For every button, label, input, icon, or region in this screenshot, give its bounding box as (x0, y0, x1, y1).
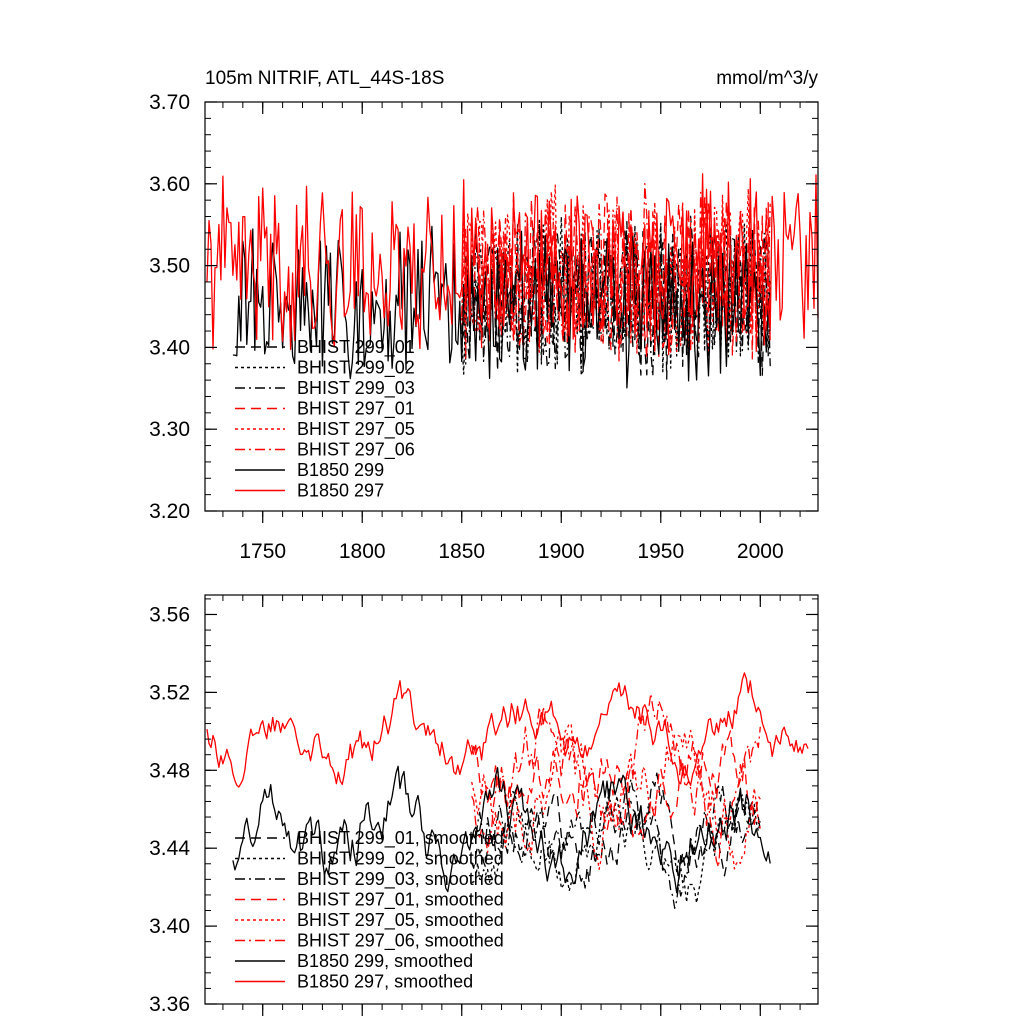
bottom-plot-frame (204, 594, 819, 1005)
legend-label: BHIST 299_03, smoothed (297, 869, 504, 890)
x-tick-label: 1750 (239, 540, 286, 563)
series-line-bhist-297-06 (461, 182, 771, 362)
x-tick-label: 1950 (637, 540, 684, 563)
top-title: 105m NITRIF, ATL_44S-18S (205, 68, 444, 89)
legend-label: BHIST 299_02, smoothed (297, 849, 504, 870)
series-line-bhist-299-03-smoothed (471, 778, 761, 909)
top-axes: 3.20 3.30 3.40 3.50 3.60 3.70 1750 1800 1850 1900… (149, 91, 818, 563)
legend-label: B1850 299 (297, 460, 384, 480)
legend-label: BHIST 297_05 (297, 419, 415, 440)
legend-label: BHIST 299_01 (297, 337, 415, 358)
y-tick-label: 3.52 (149, 681, 190, 704)
legend-label: BHIST 297_01 (297, 399, 415, 420)
series-line-b1850-297-smoothed (206, 672, 809, 788)
top-panel: 105m NITRIF, ATL_44S-18S mmol/m^3/y 3.20… (149, 68, 819, 563)
legend-label: BHIST 297_05, smoothed (297, 910, 504, 931)
y-tick-label: 3.48 (149, 759, 190, 782)
legend-label: BHIST 297_01, smoothed (297, 890, 504, 911)
series-line-b1850-299-smoothed (232, 765, 771, 894)
y-tick-label: 3.30 (149, 418, 190, 441)
series-line-bhist-297-06-smoothed (471, 692, 761, 868)
top-series-group (206, 173, 819, 389)
y-tick-label: 3.36 (149, 993, 190, 1016)
legend-label: B1850 299, smoothed (297, 951, 473, 971)
y-tick-label: 3.50 (149, 255, 190, 278)
y-tick-label: 3.44 (149, 837, 190, 860)
y-tick-label: 3.60 (149, 173, 190, 196)
top-units: mmol/m^3/y (716, 68, 818, 89)
legend-label: BHIST 297_06 (297, 440, 415, 461)
series-line-b1850-297 (206, 173, 819, 352)
legend-label: BHIST 297_06, smoothed (297, 931, 504, 952)
legend-label: BHIST 299_02 (297, 358, 415, 379)
x-tick-label: 2000 (737, 540, 784, 563)
y-tick-label: 3.70 (149, 91, 190, 114)
top-plot-frame (204, 101, 819, 512)
bottom-series-group (206, 672, 809, 909)
x-tick-label: 1800 (339, 540, 386, 563)
bottom-axes: 3.36 3.40 3.44 3.48 3.52 3.56 (149, 595, 818, 1016)
series-line-bhist-297-01-smoothed (471, 730, 761, 840)
legend-label: BHIST 299_01, smoothed (297, 828, 504, 849)
y-tick-label: 3.40 (149, 915, 190, 938)
legend-label: B1850 297 (297, 481, 384, 501)
legend-label: B1850 297, smoothed (297, 972, 473, 992)
y-tick-label: 3.20 (149, 500, 190, 523)
y-tick-label: 3.40 (149, 336, 190, 359)
y-tick-label: 3.56 (149, 603, 190, 626)
series-line-bhist-297-05-smoothed (471, 722, 761, 871)
series-line-bhist-299-02-smoothed (471, 790, 761, 904)
series-line-bhist-299-01-smoothed (471, 772, 761, 889)
x-tick-label: 1850 (438, 540, 485, 563)
series-line-b1850-299 (232, 225, 771, 389)
x-tick-label: 1900 (538, 540, 585, 563)
legend-label: BHIST 299_03 (297, 378, 415, 399)
bottom-panel: 3.36 3.40 3.44 3.48 3.52 3.56 BHIST 299_01, s… (149, 594, 819, 1016)
